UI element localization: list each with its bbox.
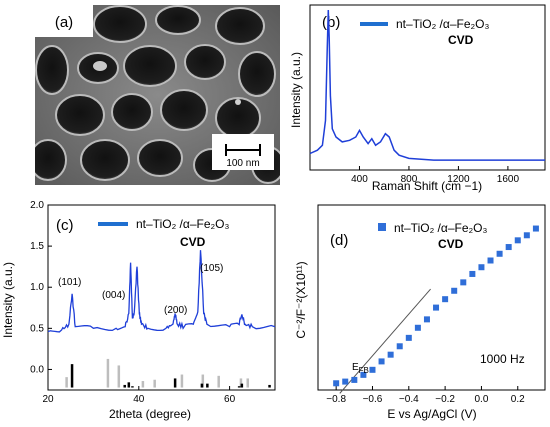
- data-point: [333, 380, 340, 387]
- data-point: [342, 378, 349, 385]
- peak-label-200: (200): [164, 305, 187, 316]
- data-point: [523, 232, 530, 239]
- panel-b-ylabel: Intensity (a.u.): [289, 52, 303, 128]
- panel-d-frame: [317, 204, 546, 391]
- panel-c: (c) nt–TiO₂ /α–Fe₂O₃ CVD 0.0 0.5 1.0 1.5 2.0…: [1, 200, 276, 421]
- data-point: [378, 358, 385, 365]
- panel-d-annotation: 1000 Hz: [480, 352, 525, 366]
- data-point: [496, 250, 503, 257]
- panel-b-xtick-label: 1200: [447, 174, 470, 185]
- panel-c-xlabel: 2theta (degree): [109, 407, 191, 421]
- panel-c-label: (c): [56, 217, 74, 234]
- efb-label: EFB: [352, 362, 369, 375]
- panel-d-label: (d): [330, 232, 348, 249]
- panel-c-ylabel: Intensity (a.u.): [1, 262, 15, 338]
- data-point: [351, 376, 358, 383]
- panel-d-legend-sub: CVD: [438, 237, 464, 251]
- panel-d-ylabel: C⁻²/F⁻²(X10¹¹): [294, 261, 308, 338]
- data-point: [369, 366, 376, 373]
- data-point: [514, 237, 521, 244]
- panel-c-ytick-label: 1.0: [30, 282, 44, 293]
- panel-d-legend-text: nt–TiO₂ /α–Fe₂O₃: [394, 221, 488, 235]
- panel-b-series-line: [309, 9, 545, 161]
- panel-d-xtick-label: −0.4: [399, 394, 419, 405]
- data-point: [532, 225, 539, 232]
- panel-b-xlabel: Raman Shift (cm −1): [372, 179, 482, 193]
- data-point: [478, 264, 485, 271]
- panel-d-fit-line: [339, 288, 431, 394]
- panel-d-points: [333, 225, 539, 387]
- peak-label-004: (004): [102, 290, 125, 301]
- panel-c-legend-sub: CVD: [180, 235, 206, 249]
- data-point: [451, 287, 458, 294]
- data-point: [442, 296, 449, 303]
- data-point: [423, 316, 430, 323]
- data-point: [396, 343, 403, 350]
- peak-label-105: (105): [200, 263, 223, 274]
- data-point: [405, 334, 412, 341]
- data-point: [433, 304, 440, 311]
- panel-d-xtick-label: −0.8: [326, 394, 346, 405]
- data-point: [487, 257, 494, 264]
- panel-b-xtick-label: 1600: [497, 174, 520, 185]
- panel-c-xtick-label: 20: [42, 394, 54, 405]
- panel-d-legend-swatch: [378, 223, 386, 231]
- panel-a: (a) 100 nm: [35, 5, 280, 185]
- panel-c-series-line: [47, 250, 276, 333]
- panel-c-legend-text: nt–TiO₂ /α–Fe₂O₃: [136, 217, 230, 231]
- data-point: [460, 279, 467, 286]
- panel-a-label: (a): [55, 14, 73, 31]
- panel-b-xtick-label: 800: [401, 174, 418, 185]
- panel-b-legend-text: nt–TiO₂ /α–Fe₂O₃: [396, 17, 490, 31]
- panel-c-xtick-label: 40: [133, 394, 145, 405]
- panel-c-reference-bars: [65, 358, 271, 388]
- panel-d-xtick-label: 0.0: [474, 394, 488, 405]
- panel-b-label: (b): [322, 14, 340, 31]
- panel-c-ytick-label: 1.5: [30, 241, 44, 252]
- scale-bar-box: [212, 134, 274, 170]
- panel-b-legend-sub: CVD: [448, 33, 474, 47]
- panel-d-xtick-label: 0.2: [511, 394, 525, 405]
- data-point: [414, 324, 421, 331]
- panel-b-frame: [309, 4, 546, 171]
- peak-label-101: (101): [58, 277, 81, 288]
- data-point: [387, 351, 394, 358]
- panel-c-ytick-label: 0.0: [30, 364, 44, 375]
- panel-c-ytick-label: 0.5: [30, 323, 44, 334]
- panel-d-axes: −0.8 −0.6 −0.4 −0.2 0.0 0.2: [326, 386, 525, 405]
- panel-d-xtick-label: −0.6: [363, 394, 383, 405]
- data-point: [360, 371, 367, 378]
- panel-c-ytick-label: 2.0: [30, 200, 44, 211]
- scale-bar: [225, 144, 261, 156]
- panel-c-xtick-label: 60: [224, 394, 236, 405]
- panel-b: (b) nt–TiO₂ /α–Fe₂O₃ CVD 400 800 1200 1600 …: [289, 4, 546, 193]
- panel-d: (d) nt–TiO₂ /α–Fe₂O₃ CVD 1000 Hz −0.8 −0.…: [294, 204, 546, 421]
- panel-b-xtick-label: 400: [351, 174, 368, 185]
- panel-d-xtick-label: −0.2: [435, 394, 455, 405]
- panel-b-xticks: 400 800 1200 1600: [351, 166, 519, 185]
- panel-c-axes: 0.0 0.5 1.0 1.5 2.0 20 40 60: [30, 200, 236, 405]
- data-point: [469, 270, 476, 277]
- data-point: [505, 244, 512, 251]
- scale-bar-label: 100 nm: [226, 158, 259, 169]
- panel-c-frame: [47, 204, 276, 391]
- panel-a-label-box: [35, 5, 93, 37]
- panel-d-xlabel: E vs Ag/AgCl (V): [387, 407, 476, 421]
